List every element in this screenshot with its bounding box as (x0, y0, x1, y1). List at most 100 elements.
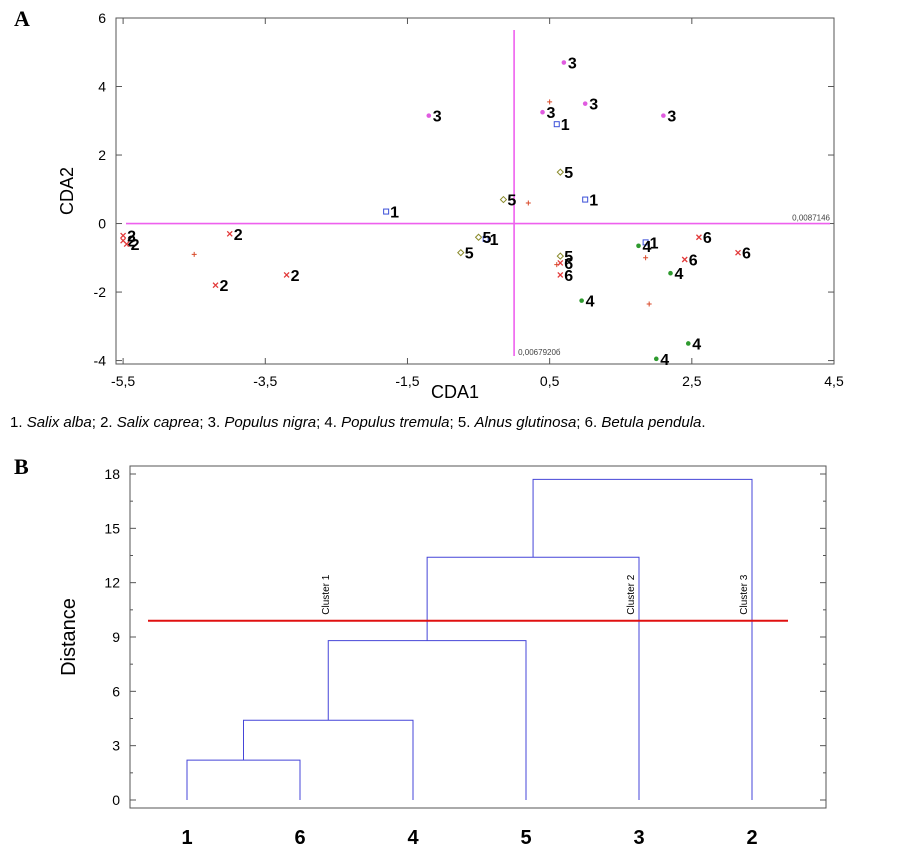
leaf-label: 6 (294, 827, 305, 849)
legend-species: Salix alba (26, 414, 92, 431)
scatter-point (426, 113, 432, 118)
x-tick-label: -1,5 (395, 373, 419, 389)
point-label: 2 (291, 268, 300, 285)
scatter-point (735, 249, 741, 256)
y-tick-label: 9 (112, 629, 120, 645)
point-label: 3 (568, 56, 577, 73)
x-axis-label: CDA1 (431, 382, 479, 402)
scatter-point (642, 239, 649, 246)
legend-species: Alnus glutinosa (474, 414, 577, 431)
scatter-point (681, 256, 688, 263)
scatter-point (226, 230, 233, 237)
scatter-point (653, 356, 659, 362)
point-label: 5 (564, 249, 573, 266)
y-tick-label: 18 (104, 466, 120, 482)
cluster-label: Cluster 3 (739, 574, 750, 614)
point-label: 3 (589, 97, 598, 114)
panel-b-label: B (14, 454, 29, 479)
point-label: 6 (564, 256, 573, 273)
scatter-point (457, 248, 465, 257)
x-axis-annotation: 0,0087146 (792, 214, 830, 223)
point-label: 4 (692, 336, 701, 353)
leaf-label: 2 (746, 827, 757, 849)
leaf-label: 4 (407, 827, 419, 849)
point-label: 5 (465, 246, 474, 263)
point-label: 1 (589, 193, 598, 210)
species-legend: 1. Salix alba; 2. Salix caprea; 3. Popul… (10, 414, 898, 431)
y-tick-label: 0 (98, 216, 106, 232)
legend-item: 4. Populus tremula; (320, 414, 453, 431)
legend-species: Populus tremula (341, 414, 450, 431)
legend-number: 5. (453, 414, 475, 431)
y-axis-annotation: 0,0067920б (518, 348, 561, 357)
legend-item: 1. Salix alba; (10, 414, 96, 431)
scatter-point (579, 298, 584, 303)
x-tick-label: -3,5 (253, 373, 277, 389)
legend-separator: ; (449, 414, 454, 431)
x-tick-label: 2,5 (682, 373, 702, 389)
point-label: 2 (220, 278, 229, 295)
scatter-point (556, 252, 565, 260)
y-tick-label: 15 (104, 520, 120, 536)
x-tick-label: 4,5 (824, 373, 844, 389)
scatter-point (636, 243, 641, 249)
cda-scatter-plot: -5,5 -3,5 -1,5 0,5 2,5 4,5-4-20246CDA1CDA20,0… (57, 10, 844, 402)
y-tick-label: 3 (112, 738, 120, 754)
y-tick-label: 2 (98, 147, 106, 163)
point-label: 5 (507, 193, 516, 210)
plot-frame (129, 465, 827, 809)
scatter-point (582, 196, 589, 203)
point-label: 6 (703, 230, 712, 247)
scatter-point (474, 233, 483, 241)
scatter-point-minor (191, 251, 197, 257)
legend-item: 6. Betula pendula. (580, 414, 706, 431)
scatter-point (499, 195, 508, 204)
scatter-point (557, 271, 564, 278)
point-label: 4 (586, 294, 595, 311)
scatter-point (557, 259, 564, 266)
y-axis-label: CDA2 (57, 167, 77, 215)
y-tick-label: 12 (104, 575, 120, 591)
scatter-point (383, 208, 390, 215)
scatter-point (556, 168, 565, 176)
point-label: 1 (490, 232, 499, 249)
scatter-point (661, 113, 666, 118)
scatter-point (668, 270, 673, 276)
x-tick-label: -5,5 (111, 373, 135, 389)
point-label: 1 (650, 235, 659, 252)
y-tick-label: -4 (94, 353, 107, 369)
scatter-point (553, 121, 560, 128)
point-label: 2 (127, 234, 136, 251)
legend-number: 6. (580, 414, 602, 431)
legend-number: 3. (203, 414, 225, 431)
cluster-label: Cluster 1 (321, 574, 332, 614)
legend-item: 3. Populus nigra; (203, 414, 321, 431)
legend-number: 2. (95, 414, 117, 431)
legend-species: Salix caprea (116, 414, 200, 431)
scatter-point (212, 282, 219, 289)
point-label: 1 (561, 117, 570, 134)
legend-number: 1. (10, 414, 27, 431)
scatter-point (540, 109, 545, 115)
dendrogram-branch (426, 556, 640, 800)
point-label: 1 (390, 205, 399, 222)
leaf-label: 3 (633, 827, 644, 849)
legend-species: Populus nigra (224, 414, 317, 431)
scatter-point-minor (525, 200, 531, 206)
scatter-point (283, 271, 290, 278)
point-label: 6 (564, 268, 573, 285)
scatter-point (123, 241, 130, 248)
point-label: 2 (127, 229, 136, 246)
y-tick-label: 6 (112, 683, 120, 699)
point-label: 6 (689, 253, 698, 270)
legend-separator: ; (576, 414, 581, 431)
legend-item: 5. Alnus glutinosa; (454, 414, 581, 431)
y-tick-label: -2 (94, 284, 107, 300)
point-label: 3 (547, 105, 556, 122)
point-label: 4 (660, 352, 669, 369)
point-label: 5 (564, 165, 573, 182)
point-label: 2 (234, 227, 243, 244)
scatter-point (482, 235, 489, 242)
scatter-point-minor (646, 301, 652, 307)
cluster-label: Cluster 2 (626, 574, 637, 614)
